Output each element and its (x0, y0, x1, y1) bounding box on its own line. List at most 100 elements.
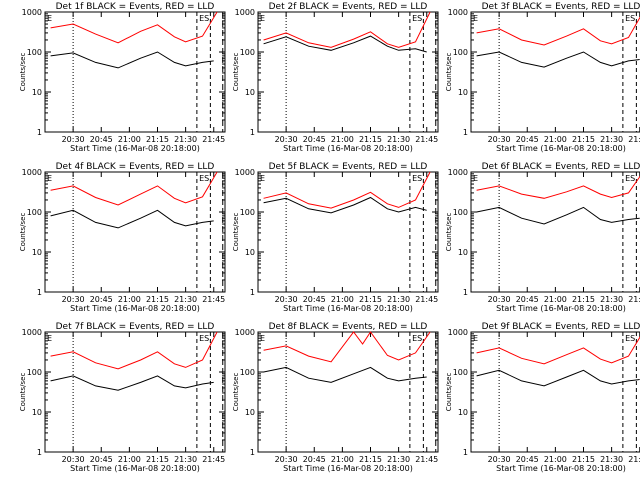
x-tick-label: 21:30 (174, 455, 197, 464)
panel-det-3: Det 3f BLACK = Events, RED = LLD 1 10 100 10… (445, 2, 640, 153)
x-tick-label: 21:00 (118, 455, 141, 464)
y-tick-label: 1000 (22, 168, 42, 177)
y-tick-label: 10 (245, 88, 255, 97)
panel-tag-e: E (473, 14, 478, 23)
panel-tag-es: ES (625, 334, 635, 343)
series-lld (50, 171, 218, 206)
panel-det-6: Det 6f BLACK = Events, RED = LLD 1 10 100 10… (445, 162, 640, 313)
panel-det-2: Det 2f BLACK = Events, RED = LLD 1 10 100 10… (232, 2, 439, 153)
x-tick-label: 21:15 (359, 135, 382, 144)
x-tick-label: 20:30 (62, 455, 85, 464)
plot-frame (257, 11, 439, 133)
plot-frame (44, 331, 226, 453)
series-events (476, 51, 640, 68)
y-tick-label: 1 (463, 288, 468, 297)
x-tick-label: 20:30 (275, 455, 298, 464)
y-axis-label: Counts/sec (232, 373, 240, 412)
y-tick-label: 1 (37, 128, 42, 137)
panel-title: Det 8f BLACK = Events, RED = LLD (269, 322, 428, 332)
series-events (263, 366, 427, 383)
x-tick-label: 20:30 (275, 295, 298, 304)
panel-det-1: Det 1f BLACK = Events, RED = LLD 1 10 100 10… (19, 2, 226, 153)
x-tick-label: 21:30 (600, 455, 623, 464)
x-tick-label: 20:45 (90, 295, 113, 304)
panel-tag-es: ES (199, 334, 209, 343)
x-tick-label: 21:45 (628, 135, 640, 144)
plot-frame (470, 11, 640, 133)
x-tick-label: 21:15 (146, 455, 169, 464)
series-events (476, 206, 640, 225)
x-tick-label: 21:00 (544, 295, 567, 304)
x-tick-label: 21:15 (572, 295, 595, 304)
y-tick-label: 10 (32, 88, 42, 97)
x-tick-label: 21:00 (331, 295, 354, 304)
x-tick-label: 21:30 (387, 135, 410, 144)
y-axis-label: Counts/sec (232, 53, 240, 92)
y-tick-label: 10 (245, 408, 255, 417)
x-tick-label: 20:30 (62, 295, 85, 304)
series-lld (476, 336, 640, 365)
x-tick-label: 21:45 (415, 455, 438, 464)
x-tick-label: 21:15 (359, 455, 382, 464)
panel-title: Det 2f BLACK = Events, RED = LLD (269, 2, 428, 12)
x-tick-label: 20:30 (488, 295, 511, 304)
y-tick-label: 10 (458, 88, 468, 97)
panel-title: Det 3f BLACK = Events, RED = LLD (482, 2, 640, 12)
x-tick-label: 21:30 (600, 135, 623, 144)
x-axis-label: Start Time (16-Mar-08 20:18:00) (283, 464, 413, 473)
panel-det-5: Det 5f BLACK = Events, RED = LLD 1 10 100 10… (232, 162, 439, 313)
x-tick-label: 21:15 (146, 135, 169, 144)
x-tick-label: 21:00 (331, 135, 354, 144)
panel-tag-es: ES (199, 14, 209, 23)
y-axis-label: Counts/sec (19, 213, 27, 252)
series-events (50, 51, 214, 69)
x-axis-label: Start Time (16-Mar-08 20:18:00) (496, 304, 626, 313)
panel-tag-es: ES (199, 174, 209, 183)
y-tick-label: 1000 (448, 328, 468, 337)
y-tick-label: 1000 (22, 8, 42, 17)
y-tick-label: 1000 (22, 328, 42, 337)
panel-det-9: Det 9f BLACK = Events, RED = LLD 1 10 100 10… (445, 322, 640, 473)
y-tick-label: 1000 (235, 168, 255, 177)
x-tick-label: 20:45 (303, 455, 326, 464)
y-axis-label: Counts/sec (445, 213, 453, 252)
y-tick-label: 1 (37, 448, 42, 457)
plot-frame (470, 171, 640, 293)
y-axis-label: Counts/sec (232, 213, 240, 252)
panel-det-7: Det 7f BLACK = Events, RED = LLD 1 10 100 10… (19, 322, 226, 473)
x-tick-label: 20:30 (488, 135, 511, 144)
plot-frame (257, 331, 439, 453)
x-tick-label: 21:00 (118, 135, 141, 144)
panel-title: Det 4f BLACK = Events, RED = LLD (56, 162, 215, 172)
panel-tag-e: E (47, 14, 52, 23)
x-tick-label: 21:45 (202, 135, 225, 144)
series-lld (476, 16, 640, 46)
y-tick-label: 1 (250, 448, 255, 457)
panel-tag-e: E (260, 14, 265, 23)
y-tick-label: 10 (458, 248, 468, 257)
series-lld (50, 11, 218, 44)
series-events (50, 375, 214, 391)
x-tick-label: 20:45 (516, 455, 539, 464)
panel-det-4: Det 4f BLACK = Events, RED = LLD 1 10 100 10… (19, 162, 226, 313)
x-axis-label: Start Time (16-Mar-08 20:18:00) (496, 144, 626, 153)
x-tick-label: 21:00 (544, 455, 567, 464)
panel-tag-e: E (47, 174, 52, 183)
panel-tag-es: ES (412, 334, 422, 343)
x-tick-label: 21:45 (628, 455, 640, 464)
series-events (50, 209, 214, 229)
x-tick-label: 21:00 (118, 295, 141, 304)
series-lld (476, 175, 640, 199)
x-axis-label: Start Time (16-Mar-08 20:18:00) (70, 464, 200, 473)
panel-tag-es: ES (412, 14, 422, 23)
panel-title: Det 5f BLACK = Events, RED = LLD (269, 162, 428, 172)
panel-tag-e: E (260, 174, 265, 183)
x-axis-label: Start Time (16-Mar-08 20:18:00) (283, 304, 413, 313)
series-lld (263, 11, 431, 48)
plot-frame (470, 331, 640, 453)
y-tick-label: 1000 (448, 168, 468, 177)
panel-tag-es: ES (412, 174, 422, 183)
series-events (263, 196, 427, 214)
x-tick-label: 21:15 (359, 295, 382, 304)
x-tick-label: 20:45 (516, 135, 539, 144)
